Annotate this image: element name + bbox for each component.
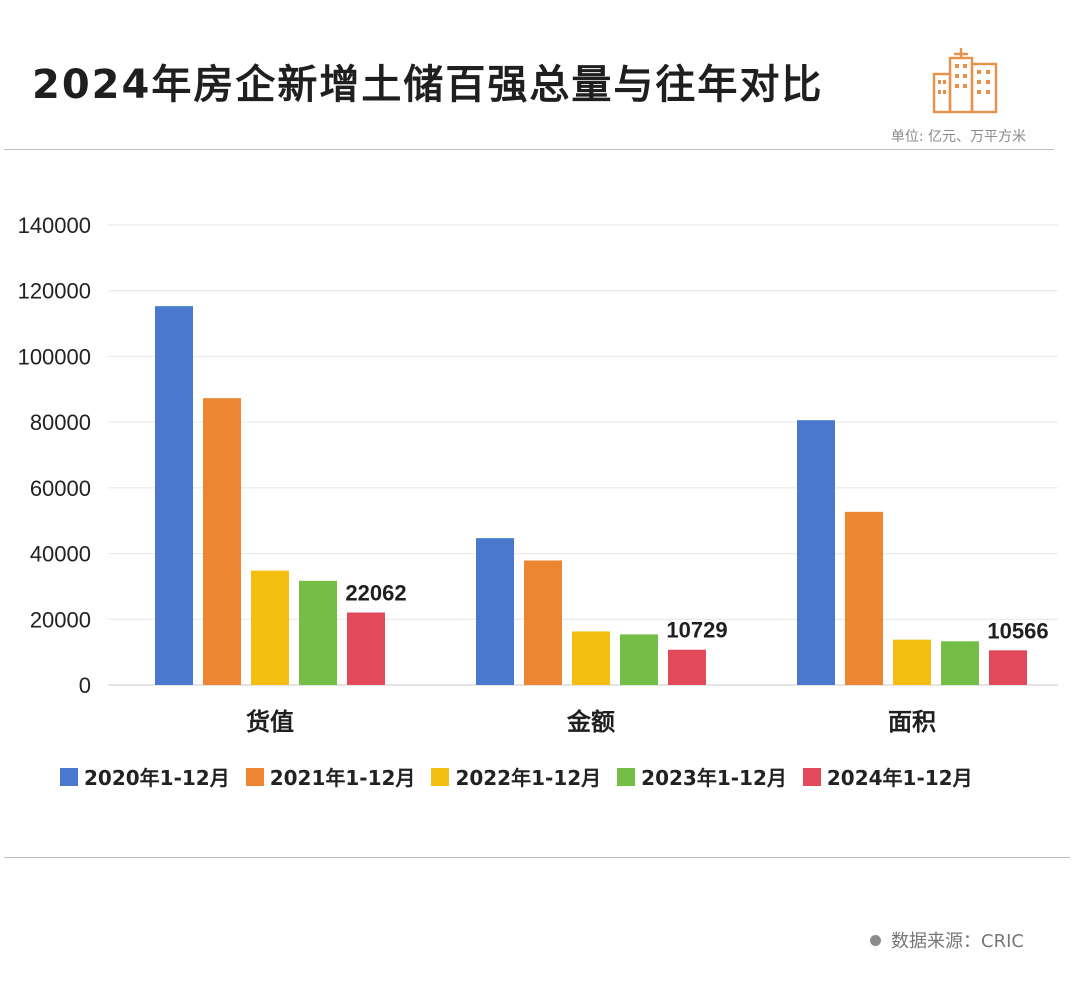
bar <box>524 560 562 685</box>
data-label: 10566 <box>987 618 1048 643</box>
y-tick-label: 20000 <box>30 607 91 632</box>
y-tick-label: 40000 <box>30 542 91 567</box>
y-tick-label: 80000 <box>30 410 91 435</box>
legend-swatch <box>60 767 78 786</box>
bar <box>989 650 1027 685</box>
legend-swatch <box>431 767 450 786</box>
bar <box>203 398 241 685</box>
data-source: 数据来源：CRIC <box>870 927 1024 953</box>
footer-divider <box>4 857 1070 858</box>
bar <box>347 612 385 685</box>
bar <box>572 631 610 685</box>
legend-label: 2021年1-12月 <box>269 766 416 790</box>
y-tick-label: 140000 <box>18 213 91 238</box>
legend-label: 2023年1-12月 <box>641 766 787 790</box>
unit-label: 单位: 亿元、万平方米 <box>890 129 1026 145</box>
building-icon <box>932 48 998 114</box>
bar <box>251 570 289 685</box>
data-label: 22062 <box>345 581 406 606</box>
chart-legend: 2020年1-12月 2021年1-12月 2022年1-12月 2023年1-12月… <box>60 762 1050 791</box>
data-label: 10729 <box>666 618 727 643</box>
legend-item: 2024年1-12月 <box>802 762 973 791</box>
data-source-text: 数据来源：CRIC <box>891 931 1024 952</box>
bar <box>797 420 835 685</box>
legend-item: 2021年1-12月 <box>245 762 416 791</box>
bar <box>941 641 979 685</box>
bar <box>668 649 706 685</box>
legend-swatch <box>617 767 636 786</box>
bullet-icon <box>870 934 882 946</box>
bar <box>893 639 931 685</box>
header-divider <box>4 149 1054 150</box>
legend-item: 2023年1-12月 <box>617 762 787 791</box>
bar <box>299 580 337 685</box>
chart-title: 2024年房企新增土储百强总量与往年对比 <box>32 62 824 108</box>
bar <box>620 634 658 685</box>
y-tick-label: 120000 <box>18 279 91 304</box>
bar <box>155 306 193 685</box>
legend-label: 2022年1-12月 <box>455 766 602 790</box>
bar <box>845 511 883 685</box>
legend-label: 2024年1-12月 <box>826 766 973 790</box>
x-category-label: 面积 <box>888 708 936 736</box>
legend-item: 2020年1-12月 <box>60 762 230 791</box>
x-category-label: 金额 <box>566 708 615 736</box>
bar <box>476 538 514 685</box>
legend-label: 2020年1-12月 <box>84 766 230 790</box>
y-tick-label: 0 <box>79 673 91 698</box>
legend-swatch <box>802 767 821 786</box>
y-tick-label: 60000 <box>30 476 91 501</box>
legend-swatch <box>245 767 264 786</box>
bar-chart: 0 20000 40000 60000 80000 100000 120000 140000 2… <box>18 213 1058 736</box>
x-category-label: 货值 <box>246 708 294 736</box>
legend-item: 2022年1-12月 <box>431 762 601 791</box>
y-tick-label: 100000 <box>18 344 91 369</box>
